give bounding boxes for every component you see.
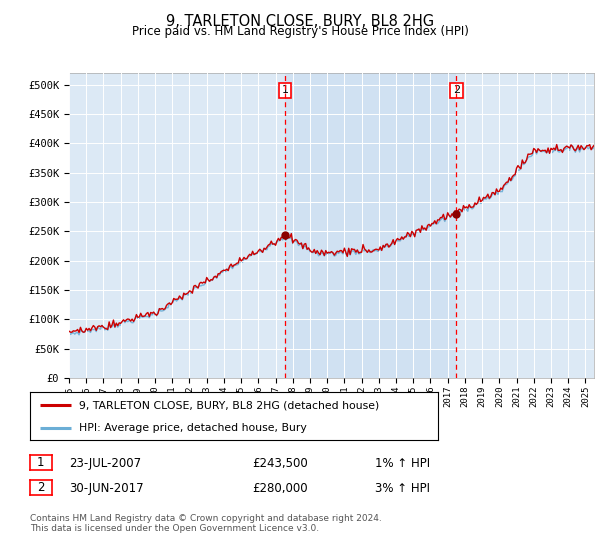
Text: 2: 2 (37, 481, 44, 494)
Text: 1: 1 (37, 456, 44, 469)
Bar (285, 73, 456, 378)
Text: 9, TARLETON CLOSE, BURY, BL8 2HG: 9, TARLETON CLOSE, BURY, BL8 2HG (166, 14, 434, 29)
Text: 1% ↑ HPI: 1% ↑ HPI (375, 457, 430, 470)
Text: 30-JUN-2017: 30-JUN-2017 (69, 482, 143, 495)
Text: £280,000: £280,000 (252, 482, 308, 495)
Text: 1: 1 (281, 86, 289, 95)
Text: 3% ↑ HPI: 3% ↑ HPI (375, 482, 430, 495)
Text: Contains HM Land Registry data © Crown copyright and database right 2024.
This d: Contains HM Land Registry data © Crown c… (30, 514, 382, 534)
Text: HPI: Average price, detached house, Bury: HPI: Average price, detached house, Bury (79, 423, 307, 433)
Text: 2: 2 (453, 86, 460, 95)
Text: 23-JUL-2007: 23-JUL-2007 (69, 457, 141, 470)
Text: £243,500: £243,500 (252, 457, 308, 470)
Text: 9, TARLETON CLOSE, BURY, BL8 2HG (detached house): 9, TARLETON CLOSE, BURY, BL8 2HG (detach… (79, 400, 379, 410)
Text: Price paid vs. HM Land Registry's House Price Index (HPI): Price paid vs. HM Land Registry's House … (131, 25, 469, 38)
